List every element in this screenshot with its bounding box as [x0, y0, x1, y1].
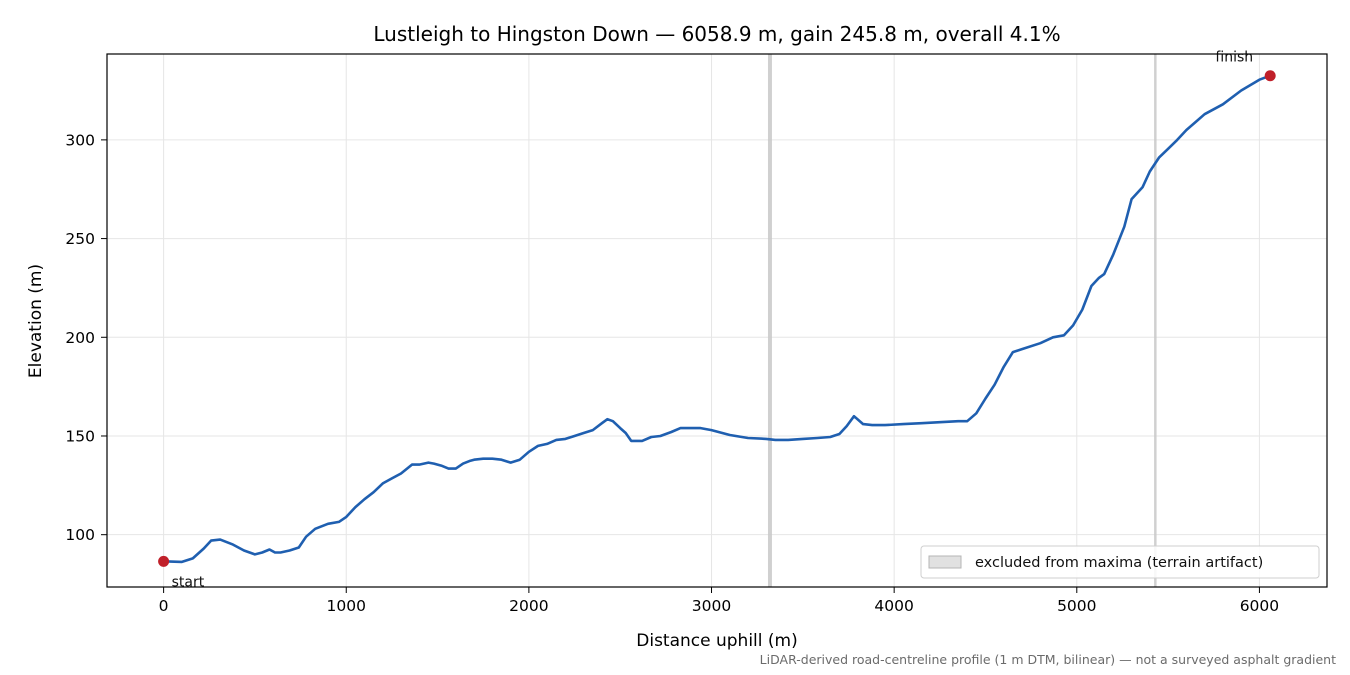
x-tick-label: 1000 — [327, 597, 366, 615]
y-tick-label: 150 — [65, 427, 95, 445]
x-axis-label: Distance uphill (m) — [636, 631, 797, 651]
y-tick-label: 200 — [65, 329, 95, 347]
excluded-bands — [767, 54, 1157, 587]
legend-frame — [920, 545, 1320, 579]
series-layer — [162, 74, 1272, 564]
x-tick-label: 2000 — [509, 597, 548, 615]
start-label: start — [172, 574, 205, 590]
start-marker — [158, 555, 170, 567]
plot-frame — [106, 53, 1328, 588]
y-axis-ticks: 100 150 200 250 300 — [65, 131, 107, 544]
x-tick-label: 0 — [159, 597, 169, 615]
legend-swatch-excluded — [928, 555, 962, 569]
y-tick-label: 100 — [65, 526, 95, 544]
legend: excluded from maxima (terrain artifact) — [920, 545, 1320, 579]
x-tick-label: 4000 — [874, 597, 913, 615]
markers: start finish — [158, 50, 1276, 590]
x-tick-label: 5000 — [1057, 597, 1096, 615]
y-axis-label: Elevation (m) — [26, 264, 46, 378]
y-tick-label: 300 — [65, 131, 95, 149]
footnote: LiDAR-derived road-centreline profile (1… — [760, 652, 1336, 667]
series-line — [162, 74, 1272, 564]
grid — [107, 54, 1327, 587]
legend-entry-excluded: excluded from maxima (terrain artifact) — [975, 555, 1263, 571]
x-axis-ticks: 0 1000 2000 3000 4000 5000 6000 — [159, 587, 1279, 615]
finish-label: finish — [1215, 50, 1253, 66]
y-tick-label: 250 — [65, 230, 95, 248]
finish-marker — [1264, 70, 1276, 82]
chart-title: Lustleigh to Hingston Down — 6058.9 m, g… — [373, 22, 1060, 46]
x-tick-label: 3000 — [692, 597, 731, 615]
x-tick-label: 6000 — [1240, 597, 1279, 615]
